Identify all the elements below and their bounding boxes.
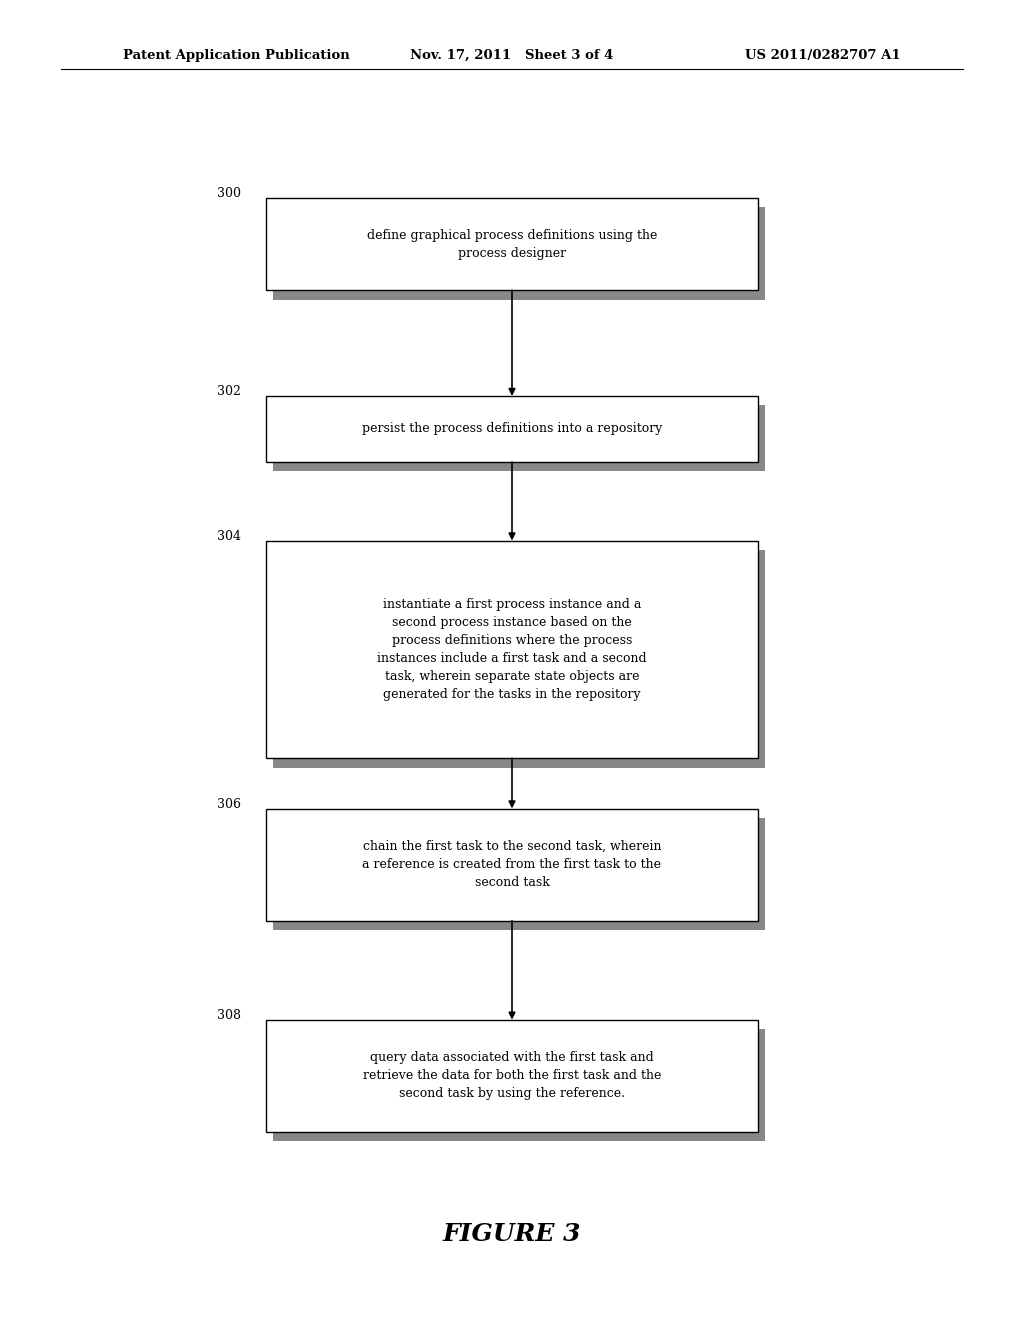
Bar	[266, 1020, 758, 1133]
Text: persist the process definitions into a repository: persist the process definitions into a r…	[361, 422, 663, 436]
Text: 308: 308	[217, 1008, 241, 1022]
Bar	[273, 549, 765, 768]
Bar	[266, 198, 758, 290]
Text: Patent Application Publication: Patent Application Publication	[123, 49, 349, 62]
Text: 306: 306	[217, 797, 241, 810]
Text: US 2011/0282707 A1: US 2011/0282707 A1	[745, 49, 901, 62]
Text: 300: 300	[217, 187, 241, 201]
Text: define graphical process definitions using the
process designer: define graphical process definitions usi…	[367, 228, 657, 260]
Text: Nov. 17, 2011   Sheet 3 of 4: Nov. 17, 2011 Sheet 3 of 4	[411, 49, 613, 62]
Bar	[273, 817, 765, 929]
Text: query data associated with the first task and
retrieve the data for both the fir: query data associated with the first tas…	[362, 1051, 662, 1101]
Bar	[266, 808, 758, 921]
Text: 304: 304	[217, 529, 241, 543]
Text: 302: 302	[217, 385, 241, 399]
Text: FIGURE 3: FIGURE 3	[442, 1222, 582, 1246]
Bar	[273, 207, 765, 300]
Bar	[273, 1030, 765, 1140]
Bar	[273, 405, 765, 471]
Text: chain the first task to the second task, wherein
a reference is created from the: chain the first task to the second task,…	[362, 840, 662, 890]
Bar	[266, 541, 758, 758]
Text: instantiate a first process instance and a
second process instance based on the
: instantiate a first process instance and…	[377, 598, 647, 701]
Bar	[266, 396, 758, 462]
